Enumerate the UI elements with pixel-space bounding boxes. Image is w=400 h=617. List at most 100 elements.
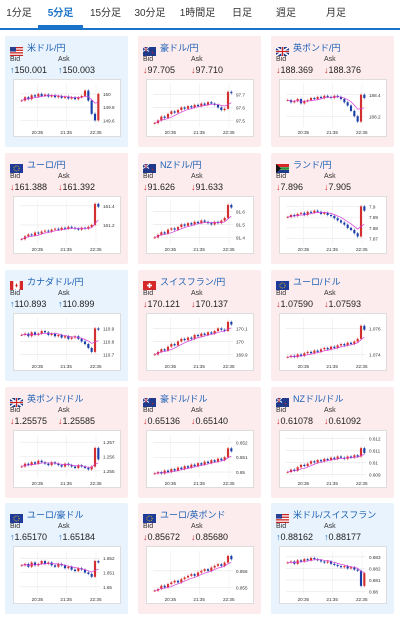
tab-3[interactable]: 30分足 — [134, 8, 166, 19]
ask-label: Ask — [58, 56, 70, 63]
rate-card[interactable]: 英ポンド/円 Bid Ask ↓188.369 ↓188.376 188.4 188.2 20… — [271, 36, 394, 147]
x-tick-label: 20:35 — [165, 247, 177, 252]
mini-chart[interactable]: 0.652 0.651 0.65 20:35 21:35 22:35 — [146, 430, 254, 488]
mini-chart[interactable]: 97.7 97.6 97.5 20:35 21:35 22:35 — [146, 79, 254, 137]
pair-name[interactable]: ユーロ/英ポンド — [160, 509, 226, 520]
candle-body — [166, 584, 170, 588]
mini-chart[interactable]: 91.6 91.5 91.4 20:35 21:35 22:35 — [146, 196, 254, 254]
tab-1[interactable]: 5分足 — [38, 0, 83, 28]
pair-name[interactable]: ユーロ/豪ドル — [27, 509, 84, 520]
tab-6[interactable]: 週足 — [276, 8, 296, 19]
tab-4[interactable]: 1時間足 — [179, 8, 216, 19]
pair-name[interactable]: 米ドル/スイスフラン — [293, 509, 377, 520]
flag-nz-icon — [275, 394, 289, 407]
pair-name[interactable]: NZドル/円 — [160, 159, 202, 170]
candle-body — [316, 460, 319, 463]
candle-body — [63, 336, 67, 338]
candle-body — [163, 470, 166, 474]
rate-card[interactable]: スイスフラン/円 Bid Ask ↓170.121 ↓170.137 170.1 170 16… — [138, 270, 261, 381]
rate-card[interactable]: ユーロ/英ポンド Bid Ask ↓0.85672 ↓0.85680 0.856 0.855… — [138, 503, 261, 614]
y-tick-label: 170 — [236, 339, 244, 344]
candle-body — [60, 227, 63, 230]
candle-body — [323, 95, 326, 98]
rate-card[interactable]: カナダドル/円 Bid Ask ↑110.893 ↑110.899 110.9 110.8 1… — [5, 270, 128, 381]
candle-body — [70, 226, 73, 228]
tab-2[interactable]: 15分足 — [89, 8, 122, 19]
candle-body — [83, 341, 87, 345]
tab-7[interactable]: 月足 — [326, 8, 346, 19]
bid-ask-values: ↓0.61078 ↓0.61092 — [276, 416, 392, 426]
mini-chart[interactable]: 150 149.8 149.6 20:35 21:35 22:35 — [13, 79, 121, 137]
moving-average-line — [154, 455, 232, 474]
candle-body — [200, 103, 203, 107]
mini-chart[interactable]: 170.1 170 169.9 20:35 21:35 22:35 — [146, 313, 254, 371]
candle-body — [80, 95, 83, 98]
rate-card[interactable]: 豪ドル/ドル Bid Ask ↓0.65136 ↓0.65140 0.652 0.651 0.… — [138, 387, 261, 498]
moving-average-line — [287, 96, 365, 110]
ask-label: Ask — [58, 290, 70, 297]
pair-name[interactable]: 豪ドル/円 — [160, 42, 199, 53]
rate-card[interactable]: ユーロ/円 Bid Ask ↓161.388 ↓161.392 161.4 161.2 20:… — [5, 153, 128, 264]
ask-value: ↑0.88177 — [324, 532, 372, 542]
mini-chart[interactable]: 0.612 0.611 0.61 0.609 20:35 21:35 22:35 — [279, 430, 387, 488]
candle-body — [57, 463, 60, 466]
candle-body — [196, 572, 200, 576]
pair-name[interactable]: ユーロ/円 — [27, 159, 66, 170]
rate-card[interactable]: ユーロ/豪ドル Bid Ask ↑1.65170 ↑1.65184 1.652 1.651 1… — [5, 503, 128, 614]
rate-card[interactable]: 米ドル/スイスフラン Bid Ask ↑0.88162 ↑0.88177 0.883 0.8… — [271, 503, 394, 614]
moving-average-line — [154, 561, 232, 592]
candle-body — [203, 333, 206, 335]
mini-chart[interactable]: 1.076 1.074 20:35 21:35 22:35 — [279, 313, 387, 371]
bid-price: 0.85672 — [147, 532, 181, 542]
candle-body — [33, 562, 37, 566]
mini-chart[interactable]: 1.652 1.651 1.65 20:35 21:35 22:35 — [13, 546, 121, 604]
mini-chart[interactable]: 7.9 7.89 7.88 7.87 20:35 21:35 22:35 — [279, 196, 387, 254]
candle-body — [213, 565, 216, 568]
rate-card[interactable]: 豪ドル/円 Bid Ask ↓97.705 ↓97.710 97.7 97.6 97.5 20:… — [138, 36, 261, 147]
pair-name[interactable]: ユーロ/ドル — [293, 276, 341, 287]
mini-chart[interactable]: 161.4 161.2 20:35 21:35 22:35 — [13, 196, 121, 254]
pair-name[interactable]: カナダドル/円 — [27, 276, 84, 287]
candle-body — [163, 116, 166, 118]
pair-name[interactable]: 英ポンド/ドル — [27, 393, 84, 404]
rate-card[interactable]: ユーロ/ドル Bid Ask ↓1.07590 ↓1.07593 1.076 1.074 20… — [271, 270, 394, 381]
candle-body — [186, 337, 190, 341]
rate-card[interactable]: NZドル/円 Bid Ask ↓91.626 ↓91.633 91.6 91.5 91.4 20… — [138, 153, 261, 264]
candle-body — [210, 567, 213, 571]
candle-body — [303, 212, 306, 215]
bid-ask-values: ↑1.65170 ↑1.65184 — [10, 532, 126, 542]
candle-body — [87, 226, 90, 229]
mini-chart[interactable]: 188.4 188.2 20:35 21:35 22:35 — [279, 79, 387, 137]
candle-body — [349, 456, 353, 458]
candle-body — [223, 108, 226, 111]
pair-name[interactable]: 豪ドル/ドル — [160, 393, 208, 404]
pair-name[interactable]: 英ポンド/円 — [293, 42, 341, 53]
mini-chart[interactable]: 0.856 0.855 20:35 21:35 22:35 — [146, 546, 254, 604]
candle-body — [176, 341, 180, 346]
candle-body — [333, 563, 336, 565]
candle-body — [333, 457, 336, 459]
tab-0[interactable]: 1分足 — [6, 8, 32, 19]
x-tick-label: 22:35 — [90, 364, 102, 369]
rate-card[interactable]: 米ドル/円 Bid Ask ↑150.001 ↑150.003 150 149.8 149.6… — [5, 36, 128, 147]
tab-5[interactable]: 日足 — [232, 8, 252, 19]
moving-average-line — [154, 327, 232, 355]
bid-ask-values: ↓161.388 ↓161.392 — [10, 182, 126, 192]
rate-card[interactable]: NZドル/ドル Bid Ask ↓0.61078 ↓0.61092 0.612 0.611 0… — [271, 387, 394, 498]
candle-body — [226, 204, 230, 218]
rate-card[interactable]: 英ポンド/ドル Bid Ask ↓1.25575 ↓1.25585 1.257 1.256 1… — [5, 387, 128, 498]
candle-body — [286, 562, 289, 564]
candle-body — [363, 448, 366, 453]
pair-name[interactable]: スイスフラン/円 — [160, 276, 226, 287]
mini-chart[interactable]: 110.9 110.8 110.7 20:35 21:35 22:35 — [13, 313, 121, 371]
pair-name[interactable]: 米ドル/円 — [27, 42, 66, 53]
mini-chart[interactable]: 1.257 1.256 1.255 20:35 21:35 22:35 — [13, 430, 121, 488]
bid-ask-values: ↑150.001 ↑150.003 — [10, 65, 126, 75]
candle-body — [50, 333, 53, 335]
candle-body — [206, 102, 210, 105]
mini-chart[interactable]: 0.883 0.882 0.881 0.88 20:35 21:35 22:35 — [279, 546, 387, 604]
pair-name[interactable]: NZドル/ドル — [293, 393, 344, 404]
pair-name[interactable]: ランド/円 — [293, 159, 332, 170]
rate-card[interactable]: ランド/円 Bid Ask ↓7.896 ↓7.905 7.9 7.89 7.88 7.87 20… — [271, 153, 394, 264]
candle-body — [220, 458, 223, 461]
